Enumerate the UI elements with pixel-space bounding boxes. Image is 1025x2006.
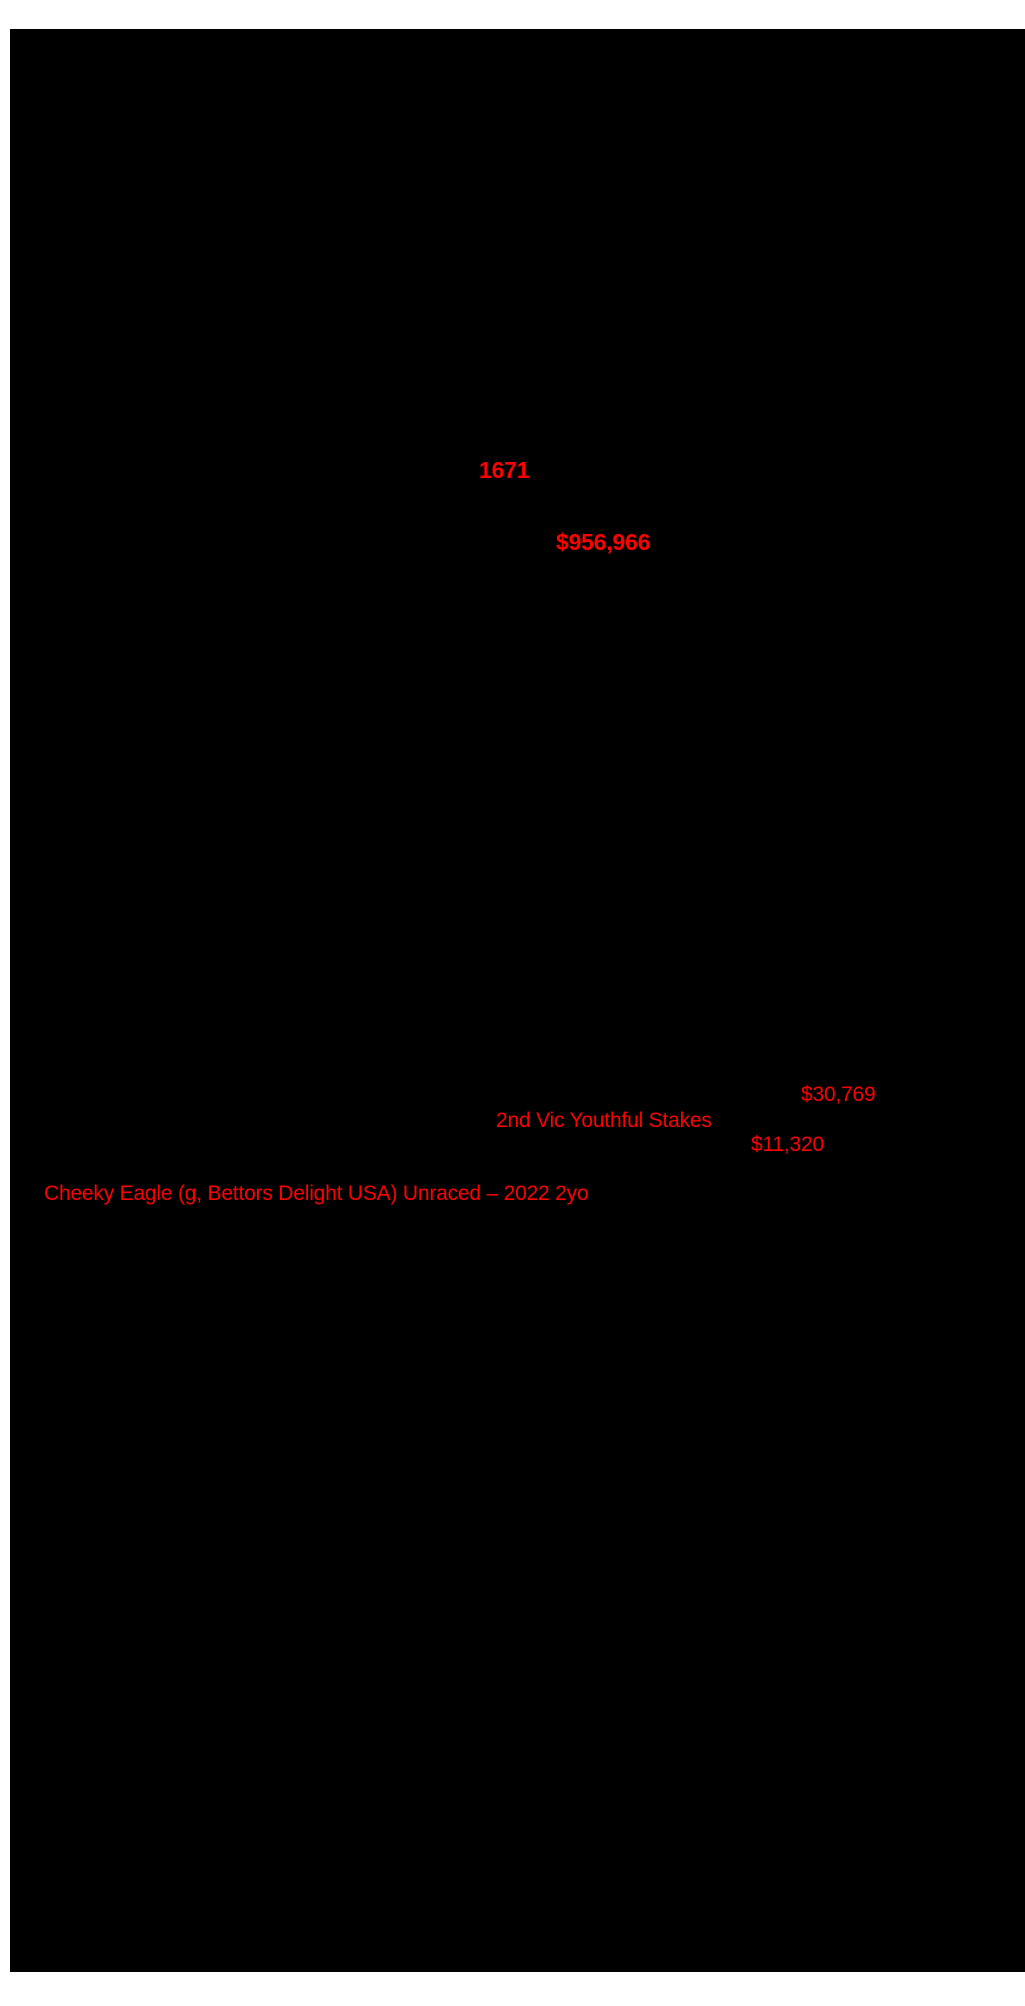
stat-number: 1671 — [479, 457, 530, 483]
race-result-line: 2nd Vic Youthful Stakes — [496, 1109, 712, 1132]
stat-earnings-amount: $956,966 — [556, 529, 651, 555]
prize-amount-bottom: $11,320 — [751, 1133, 824, 1156]
horse-record-line: Cheeky Eagle (g, Bettors Delight USA) Un… — [44, 1182, 589, 1205]
prize-amount-top: $30,769 — [801, 1083, 876, 1106]
document-page: 1671 $956,966 $30,769 2nd Vic Youthful S… — [10, 29, 1025, 1972]
